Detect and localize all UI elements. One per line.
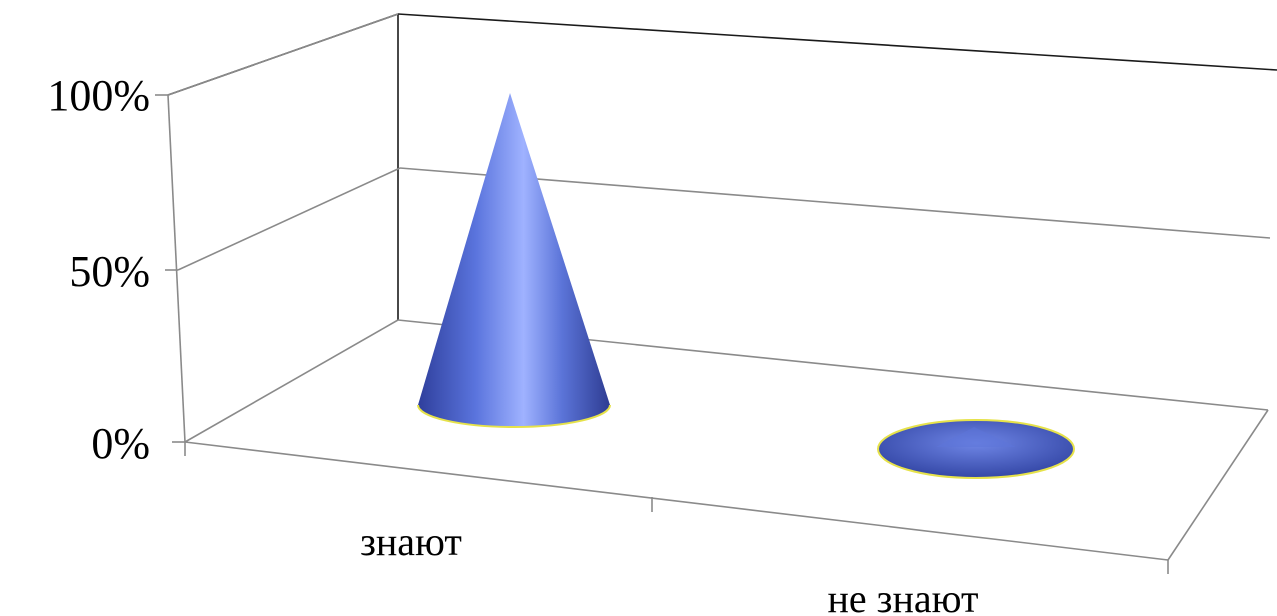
back-wall-top-edge	[397, 13, 1277, 71]
gridline-0-side	[184, 319, 399, 443]
y-tick-label-0: 0%	[91, 419, 150, 468]
y-tick-label-50: 50%	[69, 247, 150, 296]
cone-2	[877, 419, 1075, 479]
gridline-50-side	[177, 167, 401, 271]
gridlines	[167, 13, 1271, 443]
cone-base-rim-1	[417, 404, 611, 428]
side-wall-edge	[167, 94, 186, 443]
cone-body-1	[418, 93, 610, 427]
category-label-dont-know: не знают	[828, 576, 979, 616]
y-axis-labels: 100% 50% 0%	[47, 71, 150, 468]
plot-walls	[167, 13, 1277, 561]
y-tick-marks	[155, 94, 1169, 574]
gridline-100	[167, 13, 399, 96]
cone-flat-disc-2	[877, 419, 1075, 479]
category-label-know: знают	[360, 519, 462, 564]
x-axis-labels: знают не знают	[360, 519, 978, 616]
y-tick-label-100: 100%	[47, 71, 150, 120]
floor-right-edge	[1167, 409, 1269, 561]
gridline-50-back	[399, 167, 1271, 239]
cone-1	[417, 93, 611, 428]
floor-front-edge	[184, 441, 1169, 561]
cone-series	[417, 93, 1075, 479]
cone-flat-tip-2	[936, 427, 1016, 447]
